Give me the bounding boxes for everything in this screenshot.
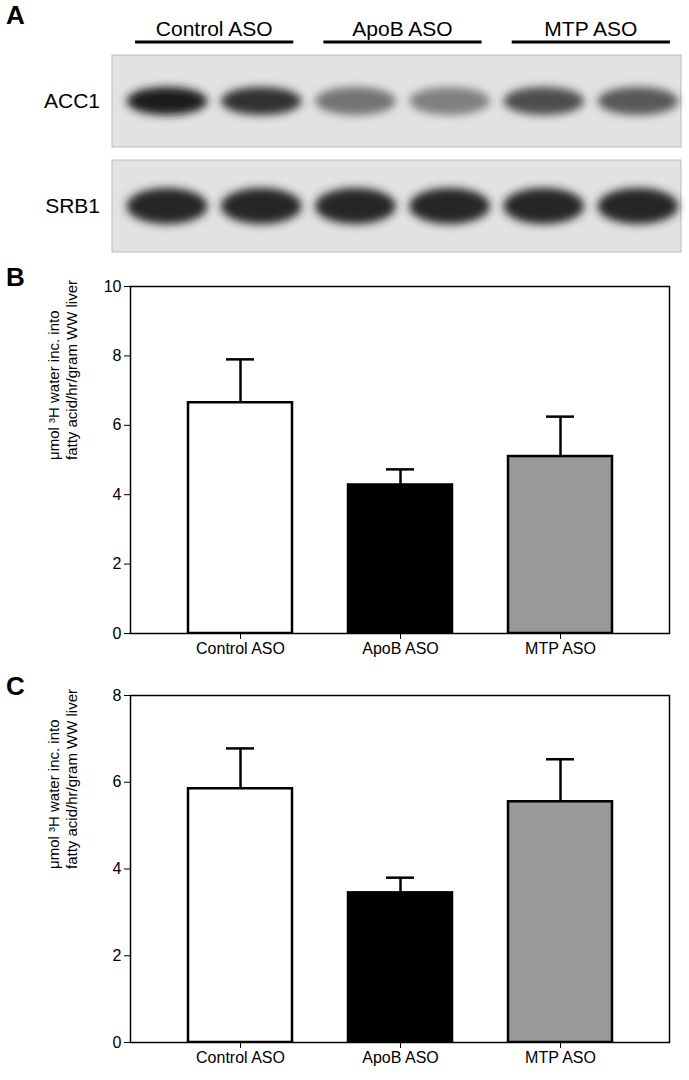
svg-text:0: 0 <box>113 625 122 642</box>
svg-text:2: 2 <box>113 947 122 964</box>
svg-text:ApoB ASO: ApoB ASO <box>362 1049 439 1066</box>
svg-text:SRB1: SRB1 <box>45 194 100 217</box>
svg-text:8: 8 <box>113 687 122 704</box>
svg-text:ApoB ASO: ApoB ASO <box>362 640 439 657</box>
svg-text:ACC1: ACC1 <box>44 89 100 112</box>
html-text:C: C <box>6 671 25 701</box>
svg-text:MTP ASO: MTP ASO <box>525 1049 596 1066</box>
svg-text:6: 6 <box>113 773 122 790</box>
svg-text:4: 4 <box>113 486 122 503</box>
html-text:B: B <box>6 262 25 292</box>
svg-text:ApoB ASO: ApoB ASO <box>352 17 452 40</box>
svg-text:μmol ³H water inc. intofatty a: μmol ³H water inc. intofatty acid/hr/gra… <box>45 280 79 460</box>
svg-text:0: 0 <box>113 1034 122 1051</box>
svg-text:6: 6 <box>113 416 122 433</box>
svg-text:2: 2 <box>113 555 122 572</box>
svg-text:MTP ASO: MTP ASO <box>544 17 637 40</box>
svg-text:MTP ASO: MTP ASO <box>525 640 596 657</box>
svg-text:4: 4 <box>113 860 122 877</box>
svg-text:Control ASO: Control ASO <box>196 640 285 657</box>
svg-text:μmol ³H water inc. intofatty a: μmol ³H water inc. intofatty acid/hr/gra… <box>45 689 79 869</box>
svg-text:Control ASO: Control ASO <box>156 17 273 40</box>
svg-text:Control ASO: Control ASO <box>196 1049 285 1066</box>
svg-text:10: 10 <box>104 278 122 295</box>
html-text:A: A <box>6 0 25 30</box>
svg-text:8: 8 <box>113 347 122 364</box>
